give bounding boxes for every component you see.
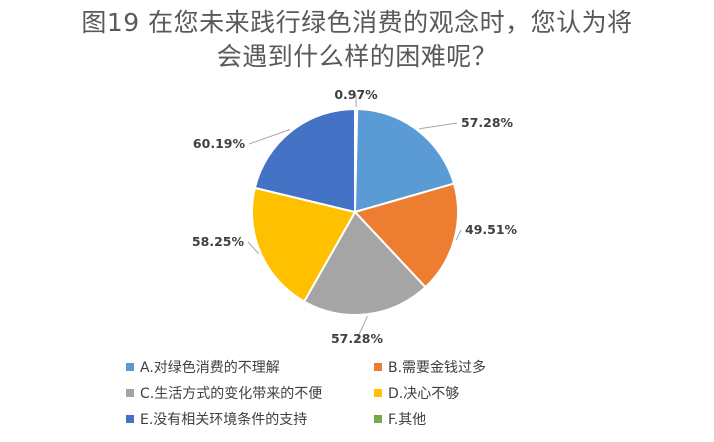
legend-label-b: B.需要金钱过多	[388, 360, 487, 376]
pie-slice-a	[353, 108, 456, 214]
pie-slice-e	[253, 107, 356, 214]
pie-slice-c	[302, 210, 427, 316]
legend-item-f: F.其他	[374, 408, 546, 430]
chart-legend: A.对绿色消费的不理解 B.需要金钱过多 C.生活方式的变化带来的不便 D.决心…	[126, 356, 546, 430]
data-label-e: 60.19%	[193, 136, 246, 151]
legend-item-b: B.需要金钱过多	[374, 356, 546, 378]
legend-item-d: D.决心不够	[374, 382, 546, 404]
pie-chart: 0.97% 57.28% 49.51% 57.28% 58.25% 60.19%	[192, 87, 518, 346]
leader-line-c	[356, 316, 368, 340]
chart-title: 图19 在您未来践行绿色消费的观念时，您认为将 会遇到什么样的困难呢？	[0, 6, 714, 74]
leader-line-a	[418, 122, 458, 130]
leader-line-b	[455, 229, 462, 241]
data-label-d: 58.25%	[192, 234, 245, 249]
legend-swatch-b	[374, 363, 382, 371]
legend-label-e: E.没有相关环境条件的支持	[140, 412, 308, 428]
legend-swatch-c	[126, 389, 134, 397]
legend-swatch-d	[374, 389, 382, 397]
chart-title-line-2: 会遇到什么样的困难呢？	[216, 42, 498, 71]
data-label-a: 57.28%	[461, 115, 514, 130]
leader-line-d	[247, 241, 260, 255]
leader-line-e	[248, 129, 291, 145]
legend-label-c: C.生活方式的变化带来的不便	[140, 386, 323, 402]
pie-slice-d	[251, 186, 357, 303]
legend-swatch-f	[374, 415, 382, 423]
data-label-b: 49.51%	[465, 222, 518, 237]
legend-swatch-a	[126, 363, 134, 371]
legend-label-d: D.决心不够	[388, 386, 460, 402]
legend-item-c: C.生活方式的变化带来的不便	[126, 382, 374, 404]
legend-label-a: A.对绿色消费的不理解	[140, 360, 280, 376]
legend-label-f: F.其他	[388, 412, 427, 428]
data-label-f: 0.97%	[334, 87, 378, 102]
pie-slice-b	[353, 182, 459, 289]
chart-title-line-1: 图19 在您未来践行绿色消费的观念时，您认为将	[81, 8, 633, 37]
legend-item-a: A.对绿色消费的不理解	[126, 356, 374, 378]
data-label-c: 57.28%	[331, 331, 384, 346]
legend-item-e: E.没有相关环境条件的支持	[126, 408, 374, 430]
legend-swatch-e	[126, 415, 134, 423]
